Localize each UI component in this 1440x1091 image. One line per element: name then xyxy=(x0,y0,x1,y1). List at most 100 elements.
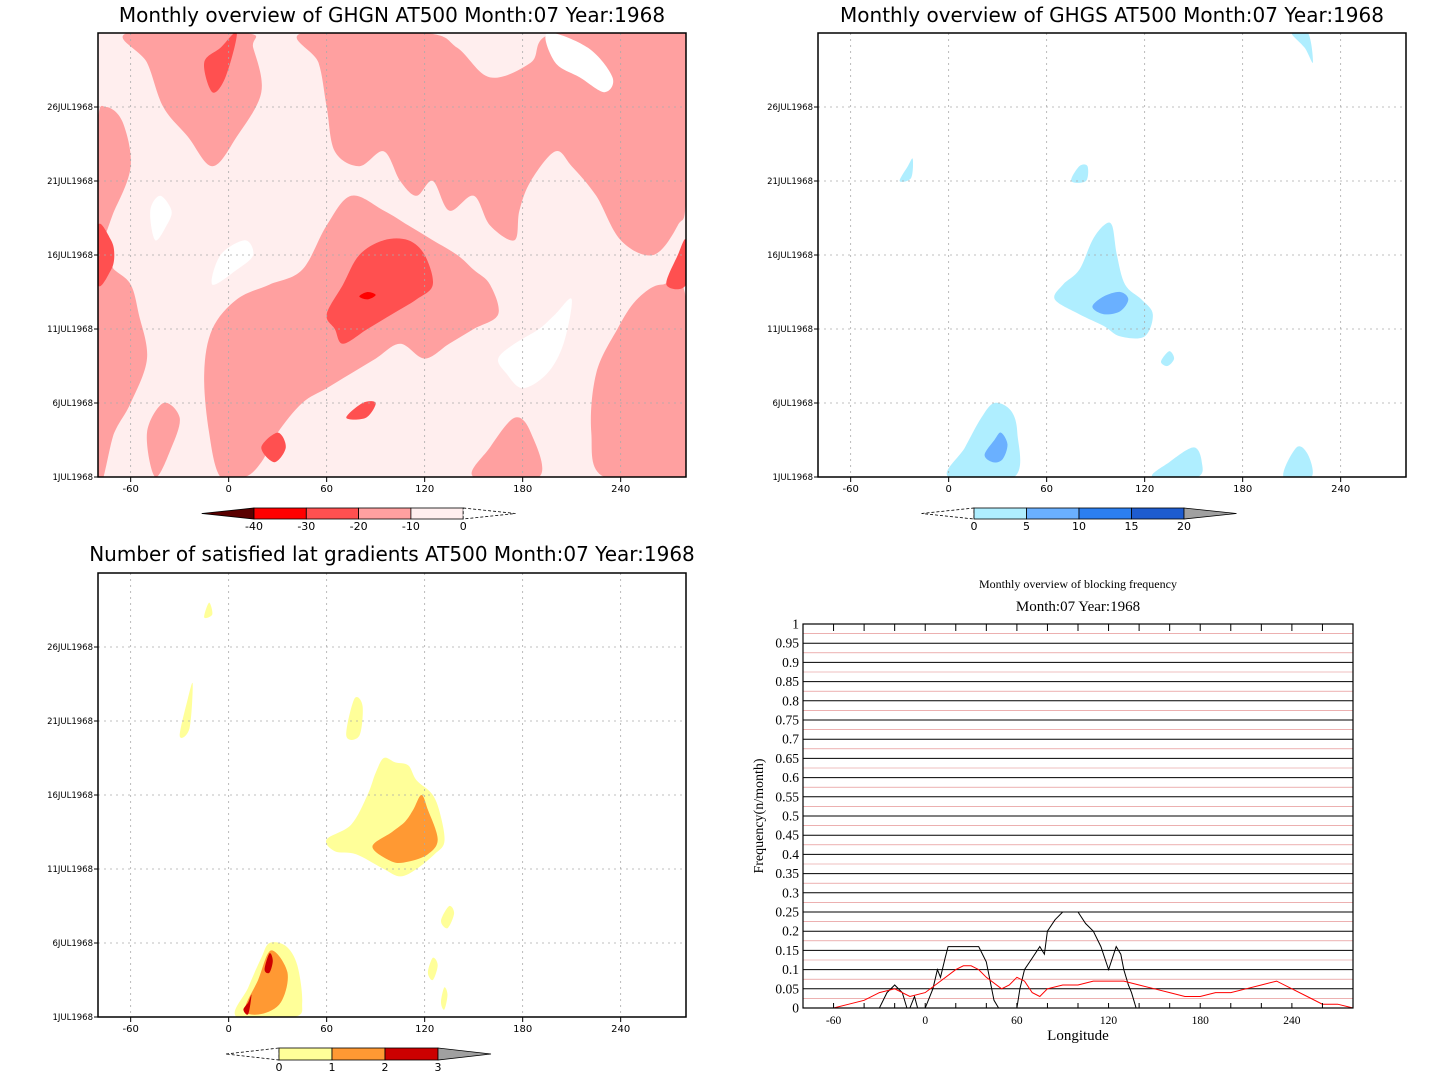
grad-contour-region xyxy=(346,697,363,740)
ghgn-colorbar-segment xyxy=(358,507,412,520)
ghgn-contour-region xyxy=(146,402,180,477)
grad-y-tick-label: 11JUL1968 xyxy=(47,865,93,875)
frequency-y-tick-label: 0.5 xyxy=(782,809,799,824)
ghgs-y-tick-label: 21JUL1968 xyxy=(767,177,813,187)
grad-x-tick-label: 180 xyxy=(513,1024,532,1035)
gradients-panel: Number of satisfied lat gradients AT500 … xyxy=(47,542,695,1074)
frequency-y-tick-label: 0.1 xyxy=(782,962,799,977)
frequency-x-tick-label: 120 xyxy=(1100,1015,1118,1027)
ghgn-x-tick-label: -60 xyxy=(122,484,138,495)
ghgs-colorbar: 0 5 10 15 20 xyxy=(921,507,1237,533)
ghgs-contour-region xyxy=(984,432,1008,463)
ghgn-contour-region xyxy=(359,291,376,300)
ghgn-contour-region xyxy=(296,33,686,256)
ghgn-contour-region xyxy=(497,298,572,389)
frequency-y-tick-label: 0.35 xyxy=(775,866,799,881)
ghgs-colorbar-segment xyxy=(1026,507,1080,520)
ghgs-colorbar-label: 5 xyxy=(1023,520,1030,533)
ghgs-colorbar-low-extend xyxy=(921,507,975,520)
frequency-x-tick-label: -60 xyxy=(826,1015,842,1027)
ghgn-y-tick-label: 11JUL1968 xyxy=(47,325,93,335)
frequency-gridlines xyxy=(803,623,1353,1009)
ghgn-colorbar-label: -40 xyxy=(245,520,263,533)
frequency-y-tick-label: 0.25 xyxy=(775,905,799,920)
ghgs-colorbar-segment xyxy=(973,507,1027,520)
ghgs-y-tick-label: 26JUL1968 xyxy=(767,103,813,113)
grad-contour-region xyxy=(372,795,438,864)
ghgn-colorbar-high-extend xyxy=(462,507,516,520)
ghgs-title: Monthly overview of GHGS AT500 Month:07 … xyxy=(840,3,1384,27)
ghgn-y-tick-label: 1JUL1968 xyxy=(52,473,93,483)
grad-colorbar-segment xyxy=(384,1047,439,1061)
ghgn-contour-region xyxy=(211,240,254,285)
ghgn-contour-region xyxy=(346,401,376,420)
grad-colorbar-label: 0 xyxy=(276,1061,283,1074)
gradients-contour-fill xyxy=(98,573,686,1017)
ghgs-contour-region xyxy=(1160,351,1175,367)
grad-x-tick-label: 240 xyxy=(611,1024,630,1035)
ghgs-y-tick-label: 11JUL1968 xyxy=(767,325,813,335)
grad-y-tick-label: 26JUL1968 xyxy=(47,643,93,653)
ghgs-y-tick-label: 6JUL1968 xyxy=(772,399,813,409)
frequency-x-label: Longitude xyxy=(1047,1028,1109,1044)
frequency-y-tick-label: 0.2 xyxy=(782,924,799,939)
frequency-x-axis: -60 0 60 120 180 240 xyxy=(802,624,1354,1027)
grad-x-tick-label: 120 xyxy=(415,1024,434,1035)
ghgn-contour-region xyxy=(471,417,543,477)
ghgn-colorbar-segment xyxy=(253,507,307,520)
ghgn-contour-region xyxy=(326,238,434,344)
ghgn-colorbar-segment xyxy=(410,507,464,520)
frequency-series-line-1 xyxy=(803,965,1354,1009)
frequency-y-label: Frequency(n/month) xyxy=(752,758,767,873)
ghgs-contour-region xyxy=(1071,164,1089,183)
ghgn-colorbar-label: -10 xyxy=(402,520,420,533)
ghgn-x-tick-label: 120 xyxy=(415,484,434,495)
grad-y-tick-label: 6JUL1968 xyxy=(52,939,93,949)
ghgs-x-tick-label: 60 xyxy=(1040,484,1053,495)
grad-contour-region xyxy=(264,953,273,974)
ghgn-y-tick-label: 21JUL1968 xyxy=(47,177,93,187)
ghgs-contour-region xyxy=(1151,447,1203,477)
ghgs-y-tick-label: 1JUL1968 xyxy=(772,473,813,483)
gradients-x-axis: -60 0 60 120 180 240 xyxy=(122,1017,630,1035)
grad-colorbar-high-extend xyxy=(437,1047,492,1061)
ghgn-colorbar-label: -30 xyxy=(297,520,315,533)
ghgn-y-tick-label: 6JUL1968 xyxy=(52,399,93,409)
ghgs-contour-region xyxy=(1092,291,1129,315)
ghgs-contour-fill xyxy=(818,33,1406,477)
ghgs-panel: Monthly overview of GHGS AT500 Month:07 … xyxy=(767,3,1407,533)
frequency-y-tick-label: 0.9 xyxy=(782,655,799,670)
ghgn-contour-region xyxy=(150,195,172,241)
ghgn-colorbar: -40 -30 -20 -10 0 xyxy=(201,507,516,533)
frequency-y-tick-label: 0.55 xyxy=(775,789,799,804)
ghgn-x-axis: -60 0 60 120 180 240 xyxy=(122,477,630,495)
ghgn-x-tick-label: 60 xyxy=(320,484,333,495)
ghgs-x-tick-label: 180 xyxy=(1233,484,1252,495)
grad-colorbar-low-extend xyxy=(225,1047,280,1061)
gradients-y-axis: 1JUL1968 6JUL1968 11JUL1968 16JUL1968 21JUL1… xyxy=(47,643,98,1023)
frequency-y-tick-label: 0.7 xyxy=(782,732,799,747)
ghgs-contour-region xyxy=(1283,446,1313,477)
ghgn-gridlines xyxy=(98,33,686,477)
frequency-title: Monthly overview of blocking frequency xyxy=(979,577,1177,591)
frequency-y-tick-label: 0.85 xyxy=(775,674,799,689)
frequency-panel: Monthly overview of blocking frequency M… xyxy=(752,577,1354,1044)
grad-colorbar-label: 3 xyxy=(435,1061,442,1074)
frequency-subtitle: Month:07 Year:1968 xyxy=(1016,599,1140,615)
frequency-y-tick-label: 0.95 xyxy=(775,636,799,651)
grad-colorbar-segment xyxy=(331,1047,386,1061)
gradients-colorbar: 0 1 2 3 xyxy=(225,1047,492,1074)
ghgs-y-axis: 1JUL1968 6JUL1968 11JUL1968 16JUL1968 21JUL1… xyxy=(767,103,818,483)
frequency-y-tick-label: 0.4 xyxy=(782,847,799,862)
grad-contour-region xyxy=(204,602,213,619)
gradients-gridlines xyxy=(98,573,686,1017)
ghgs-y-tick-label: 16JUL1968 xyxy=(767,251,813,261)
grad-contour-region xyxy=(427,957,438,981)
frequency-y-tick-label: 0.3 xyxy=(782,885,799,900)
ghgs-x-tick-label: 120 xyxy=(1135,484,1154,495)
grad-contour-region xyxy=(244,950,288,1015)
ghgs-x-tick-label: 240 xyxy=(1331,484,1350,495)
ghgs-colorbar-label: 15 xyxy=(1125,520,1139,533)
grad-x-tick-label: -60 xyxy=(122,1024,138,1035)
